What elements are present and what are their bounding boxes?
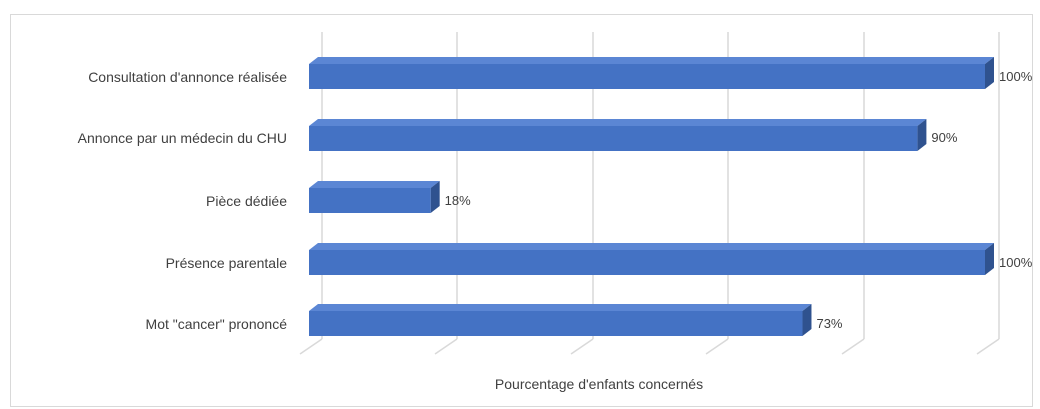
bar: [309, 304, 812, 336]
bar-side-face: [985, 243, 994, 275]
bar-side-face: [802, 304, 812, 336]
bar-front-face: [309, 126, 918, 151]
value-labels: 100% 90% 18% 100% 73%: [445, 69, 1033, 331]
data-label: 90%: [931, 130, 957, 145]
bar-top-face: [309, 57, 994, 64]
bar-top-face: [309, 181, 440, 188]
bar-side-face: [985, 57, 994, 89]
category-label: Consultation d'annonce réalisée: [88, 69, 287, 85]
bar-front-face: [309, 250, 985, 275]
bar-front-face: [309, 311, 803, 336]
bar-side-face: [430, 181, 440, 213]
category-label: Mot "cancer" prononcé: [146, 316, 288, 332]
bar-top-face: [309, 119, 927, 126]
data-label: 100%: [999, 255, 1033, 270]
gridline-floor: [841, 338, 865, 355]
bar: [309, 243, 994, 275]
data-label: 73%: [816, 316, 842, 331]
bar-side-face: [917, 119, 927, 151]
bar-front-face: [309, 64, 985, 89]
data-label: 100%: [999, 69, 1033, 84]
gridline-floor: [570, 338, 594, 355]
data-label: 18%: [445, 193, 471, 208]
category-label: Présence parentale: [166, 255, 288, 271]
x-axis-title: Pourcentage d'enfants concernés: [495, 376, 703, 392]
bar-front-face: [309, 188, 431, 213]
gridline-floor: [976, 338, 1000, 355]
bar-top-face: [309, 304, 812, 311]
chart-frame: [10, 14, 1033, 407]
bars: [309, 57, 994, 336]
bar: [309, 57, 994, 89]
gridline-floor: [434, 338, 458, 355]
category-label: Pièce dédiée: [206, 193, 287, 209]
category-labels: Consultation d'annonce réalisée Annonce p…: [78, 69, 288, 332]
gridline-floor: [299, 338, 323, 355]
bar-top-face: [309, 243, 994, 250]
gridline-floor: [705, 338, 729, 355]
bar: [309, 181, 440, 213]
category-label: Annonce par un médecin du CHU: [78, 130, 287, 146]
bar: [309, 119, 927, 151]
